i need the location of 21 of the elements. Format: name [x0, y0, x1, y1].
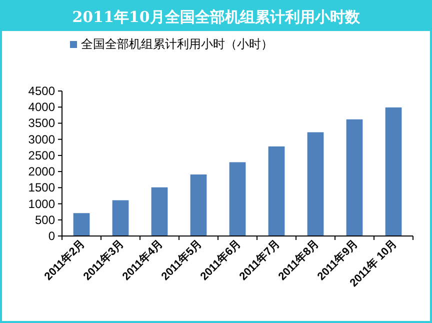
y-tick-label: 3500 [28, 116, 56, 130]
y-tick-label: 2500 [28, 148, 56, 162]
y-tick-label: 4500 [28, 84, 56, 98]
y-tick-label: 3000 [28, 132, 56, 146]
bar [151, 187, 168, 236]
y-tick-label: 1000 [28, 196, 56, 211]
legend-label: 全国全部机组累计利用小时（小时） [81, 37, 273, 51]
bar [229, 162, 246, 236]
bar [346, 119, 363, 236]
bar [190, 174, 207, 236]
y-tick-label: 1500 [28, 180, 56, 195]
bar [268, 146, 285, 236]
bar [112, 200, 129, 236]
bar [307, 132, 324, 236]
y-tick-label: 4000 [28, 100, 56, 114]
chart-title: 2011年10月全国全部机组累计利用小时数 [72, 8, 361, 26]
y-tick-label: 2000 [28, 164, 56, 179]
bar [73, 213, 90, 236]
y-tick-label: 0 [48, 229, 56, 243]
bar [385, 107, 402, 236]
y-tick-label: 500 [34, 212, 56, 227]
